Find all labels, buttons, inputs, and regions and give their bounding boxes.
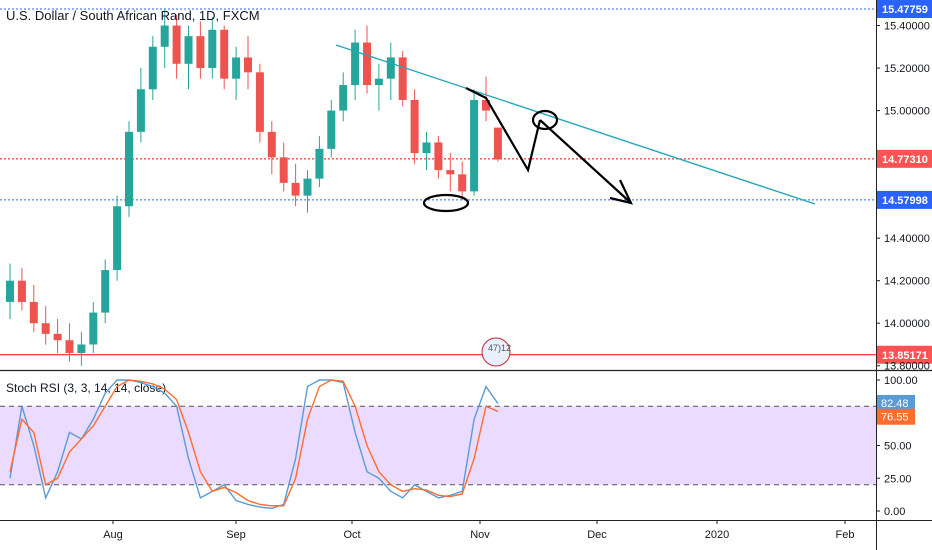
price-tick-label-5: 14.00000 <box>884 318 930 330</box>
candle-body-6 <box>77 344 86 353</box>
candle-body-1 <box>17 280 26 302</box>
price-tag-1 <box>877 149 932 168</box>
time-tick-label-4: Dec <box>587 529 607 541</box>
candle-body-9 <box>113 206 122 271</box>
candle-body-12 <box>148 46 157 90</box>
drawn-circle-top <box>531 109 559 131</box>
candle-body-17 <box>208 29 217 69</box>
rsi-k-tag <box>877 394 915 411</box>
candle-body-21 <box>255 72 264 132</box>
candle-body-26 <box>315 148 324 179</box>
stoch-rsi-title: Stoch RSI (3, 3, 14, 14, close) <box>6 381 166 395</box>
candle-body-24 <box>291 182 300 196</box>
chart-title: U.S. Dollar / South African Rand, 1D, FX… <box>6 8 260 23</box>
candle-body-27 <box>327 110 336 149</box>
rsi-tick-label-2: 25.00 <box>884 473 912 485</box>
candle-body-31 <box>374 78 383 86</box>
time-tick-label-6: Feb <box>836 529 855 541</box>
candle-body-19 <box>232 57 241 79</box>
candle-body-8 <box>101 270 110 313</box>
logo-text: 47)12 <box>488 343 511 353</box>
rsi-d-tag-label: 76.55 <box>881 412 909 424</box>
candle-body-39 <box>470 99 479 192</box>
candle-body-11 <box>136 89 145 132</box>
candle-body-0 <box>6 280 14 302</box>
time-tick-label-5: 2020 <box>705 529 729 541</box>
price-tick-label-3: 14.40000 <box>884 233 930 245</box>
candle-body-34 <box>410 99 419 154</box>
candle-body-18 <box>220 29 229 79</box>
price-tick-label-1: 15.20000 <box>884 63 930 75</box>
stoch-rsi-series-K <box>9 379 499 510</box>
candle-body-33 <box>398 57 407 100</box>
candle-body-25 <box>303 178 312 196</box>
time-tick-label-3: Nov <box>470 529 490 541</box>
price-tag-label-2: 14.57998 <box>882 195 928 207</box>
drawn-arrow-shaft <box>539 119 632 204</box>
rsi-d-tag <box>877 408 915 425</box>
candle-body-2 <box>29 301 38 324</box>
candle-body-41 <box>493 127 502 160</box>
candle-body-28 <box>339 85 348 111</box>
price-tag-label-3: 13.85171 <box>882 350 928 362</box>
candle-body-40 <box>482 99 490 111</box>
logo-badge <box>481 337 511 367</box>
price-tag-0 <box>877 0 932 19</box>
rsi-tick-label-1: 50.00 <box>884 441 912 453</box>
rsi-tick-label-3: 0.00 <box>884 506 905 518</box>
time-tick-label-2: Oct <box>343 529 360 541</box>
candle-body-37 <box>446 170 455 175</box>
candle-body-15 <box>184 36 193 64</box>
rsi-tick-label-0: 100.00 <box>884 375 918 387</box>
rsi-k-tag-label: 82.48 <box>881 398 909 410</box>
drawn-zigzag <box>465 87 542 173</box>
price-tag-label-0: 15.47759 <box>882 4 928 16</box>
price-tick-label-4: 14.20000 <box>884 276 930 288</box>
trendline <box>335 44 816 205</box>
candle-body-30 <box>363 42 371 86</box>
time-tick-label-1: Sep <box>226 529 246 541</box>
candle-body-22 <box>267 131 276 158</box>
candle-body-14 <box>172 25 181 64</box>
price-tick-label-6: 13.80000 <box>884 361 930 373</box>
candle-body-16 <box>196 36 205 69</box>
price-tag-label-1: 14.77310 <box>882 154 928 166</box>
stoch-rsi-band <box>0 406 876 485</box>
drawn-arrow-head <box>609 179 633 205</box>
candle-body-29 <box>351 42 360 86</box>
candle-body-4 <box>53 333 62 341</box>
candle-body-20 <box>244 57 252 73</box>
stoch-rsi-series-D <box>9 379 499 507</box>
candle-body-5 <box>65 340 74 353</box>
candle-body-13 <box>160 25 169 47</box>
candle-body-23 <box>279 157 288 183</box>
candle-body-38 <box>458 174 467 192</box>
candle-body-3 <box>41 323 50 334</box>
time-tick-label-0: Aug <box>103 529 123 541</box>
price-tick-label-2: 15.00000 <box>884 106 930 118</box>
price-tag-3 <box>877 345 932 364</box>
price-tick-label-0: 15.40000 <box>884 21 930 33</box>
candle-body-32 <box>386 57 395 79</box>
drawn-circle-bottom <box>422 193 470 213</box>
candle-body-7 <box>89 312 98 345</box>
candle-body-35 <box>422 142 431 154</box>
candle-body-36 <box>434 142 443 171</box>
price-tag-2 <box>877 190 932 209</box>
candle-body-10 <box>125 131 133 207</box>
